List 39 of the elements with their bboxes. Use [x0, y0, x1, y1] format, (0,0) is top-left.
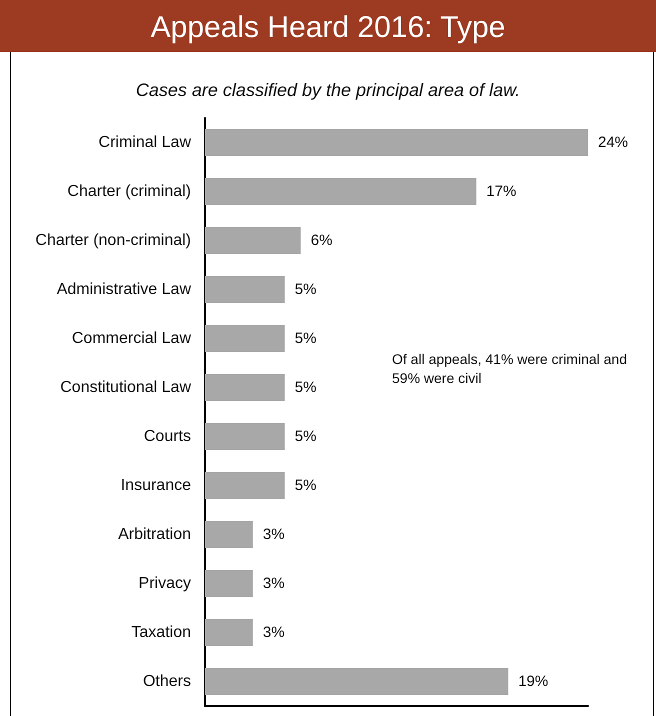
data-label: 19% [518, 673, 548, 690]
y-tick-label: Criminal Law [98, 134, 192, 151]
y-tick-label: Courts [144, 428, 191, 445]
data-label: 5% [294, 330, 316, 347]
y-tick-label: Constitutional Law [60, 379, 192, 396]
data-label: 5% [294, 477, 316, 494]
annotation: Of all appeals, 41% were criminal and 59% were civil [392, 350, 628, 388]
y-tick-label: Insurance [120, 477, 192, 494]
bar [205, 178, 476, 205]
data-label: 17% [486, 183, 516, 200]
bar [205, 276, 285, 303]
y-tick-label: Commercial Law [72, 330, 192, 347]
y-tick-label: Taxation [131, 624, 191, 641]
data-label: 3% [262, 526, 285, 543]
data-label: 3% [262, 575, 285, 592]
y-tick-label: Charter (non-criminal) [35, 232, 191, 249]
y-tick-label: Privacy [138, 575, 191, 592]
data-label: 3% [262, 624, 285, 641]
data-label: 24% [598, 134, 628, 151]
y-tick-label: Others [142, 673, 191, 690]
bar [205, 619, 253, 646]
y-tick-label: Administrative Law [56, 281, 192, 298]
y-tick-label: Arbitration [118, 526, 191, 543]
bar [205, 374, 285, 401]
bar [205, 227, 301, 254]
chart-subtitle: Cases are classified by the principal area of law. [134, 80, 522, 101]
data-label: 5% [294, 379, 316, 396]
bar [205, 521, 253, 548]
data-label: 5% [294, 281, 316, 298]
bar [205, 472, 285, 499]
chart-title: Appeals Heard 2016: Type [0, 0, 656, 52]
y-tick-label: Charter (criminal) [67, 183, 191, 200]
bar [205, 325, 285, 352]
bar [205, 423, 285, 450]
data-label: 6% [310, 232, 332, 249]
bar [205, 129, 588, 156]
data-label: 5% [294, 428, 316, 445]
bar [205, 668, 508, 695]
bar [205, 570, 253, 597]
